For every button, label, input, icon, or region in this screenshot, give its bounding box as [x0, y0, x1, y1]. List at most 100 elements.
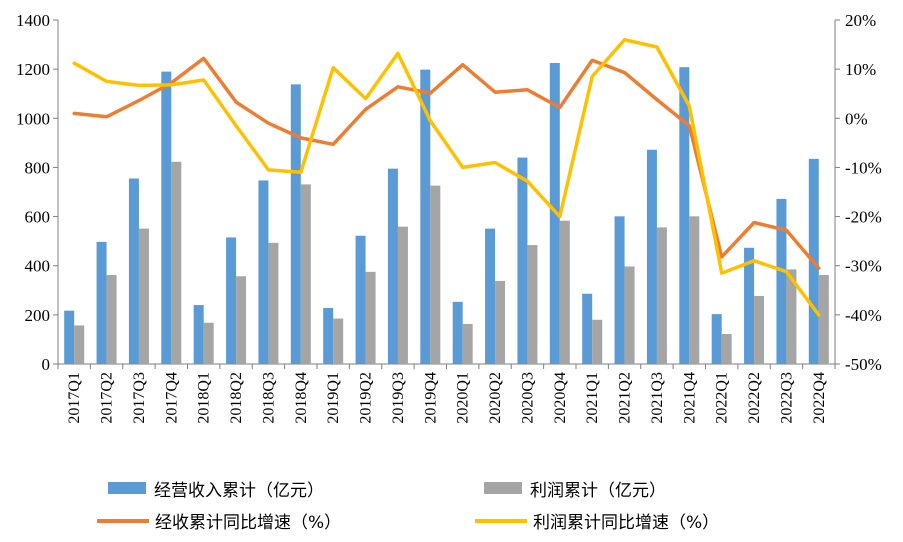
- revenue-bar: [387, 168, 398, 364]
- x-tick-label: 2017Q1: [66, 372, 83, 424]
- profit-bar: [171, 161, 182, 364]
- x-tick-label: 2020Q2: [487, 372, 504, 424]
- revenue-bar: [290, 84, 301, 365]
- y-left-tick-label: 600: [25, 208, 51, 227]
- revenue-bar: [323, 307, 334, 364]
- revenue-bar: [646, 149, 657, 364]
- legend-swatch: [108, 482, 146, 494]
- x-tick-label: 2018Q3: [260, 372, 277, 424]
- profit-bar: [527, 245, 538, 364]
- x-tick-label: 2017Q4: [163, 372, 180, 424]
- revenue-bar: [355, 235, 366, 364]
- profit-bar: [656, 227, 667, 364]
- x-tick-label: 2020Q4: [552, 372, 569, 424]
- profit-bar: [333, 318, 344, 364]
- legend-swatch: [484, 482, 522, 494]
- x-tick-label: 2021Q1: [584, 372, 601, 424]
- profit-growth-line: [72, 37, 821, 317]
- y-left-tick-label: 0: [42, 355, 51, 374]
- profit-bar: [236, 276, 247, 364]
- x-tick-label: 2018Q1: [196, 372, 213, 424]
- y-right-tick-label: 10%: [845, 60, 876, 79]
- y-left-tick-label: 800: [25, 158, 51, 177]
- legend-label: 利润累计同比增速（%）: [533, 513, 719, 533]
- lines: [72, 37, 821, 317]
- revenue-bar: [614, 216, 625, 364]
- profit-bar: [818, 275, 829, 364]
- x-tick-label: 2021Q2: [617, 372, 634, 424]
- x-tick-label: 2019Q2: [358, 372, 375, 424]
- revenue-bar: [744, 247, 755, 364]
- bars: [64, 63, 829, 365]
- x-tick-label: 2020Q3: [519, 372, 536, 424]
- y-left-tick-label: 400: [25, 257, 51, 276]
- revenue-bar: [193, 305, 204, 364]
- y-right-tick-label: 20%: [845, 11, 876, 30]
- y-right-tick-label: -20%: [845, 208, 882, 227]
- legend-label: 利润累计（亿元）: [530, 481, 666, 501]
- y-left-tick-label: 200: [25, 306, 51, 325]
- profit-bar: [138, 228, 149, 364]
- y-left-tick-label: 1000: [16, 109, 50, 128]
- revenue-bar: [128, 178, 139, 364]
- profit-bar: [721, 334, 732, 364]
- x-tick-label: 2019Q4: [422, 372, 439, 424]
- axes: 0 200 400 600 800 1000 1200 1400 -50% -40% -30% -20…: [16, 11, 882, 424]
- revenue-bar: [161, 71, 172, 364]
- x-tick-label: 2022Q2: [746, 372, 763, 424]
- revenue-bar: [420, 69, 431, 365]
- legend-label: 经营收入累计（亿元）: [154, 481, 324, 501]
- revenue-bar: [258, 180, 269, 364]
- revenue-bar: [96, 241, 107, 364]
- revenue-bar: [776, 198, 787, 364]
- revenue-bar: [582, 293, 593, 364]
- x-tick-label: 2020Q1: [455, 372, 472, 424]
- profit-bar: [203, 322, 214, 364]
- y-right-tick-label: -10%: [845, 158, 882, 177]
- y-left-tick-label: 1200: [16, 60, 50, 79]
- profit-bar: [559, 220, 570, 364]
- legend-label: 经收累计同比增速（%）: [155, 513, 341, 533]
- revenue-growth-line: [72, 56, 821, 270]
- legend-revenue-line: 经收累计同比增速（%）: [97, 513, 341, 533]
- profit-bar: [430, 185, 441, 364]
- revenue-bar: [517, 157, 528, 364]
- profit-bar: [689, 216, 700, 364]
- profit-bar: [624, 266, 635, 364]
- profit-bar: [74, 325, 85, 364]
- x-tick-label: 2017Q3: [131, 372, 148, 424]
- y-right-tick-label: 0%: [845, 109, 868, 128]
- y-right-tick-label: -30%: [845, 257, 882, 276]
- x-tick-label: 2017Q2: [99, 372, 116, 424]
- x-tick-label: 2019Q1: [325, 372, 342, 424]
- revenue-bar: [711, 314, 722, 364]
- profit-bar: [300, 184, 311, 364]
- y-right-tick-label: -50%: [845, 355, 882, 374]
- profit-bar: [592, 319, 603, 364]
- profit-bar: [754, 295, 765, 364]
- legend-profit-line: 利润累计同比增速（%）: [475, 513, 719, 533]
- legend-revenue-bar: 经营收入累计（亿元）: [108, 481, 324, 501]
- legend: 经营收入累计（亿元） 利润累计（亿元） 经收累计同比增速（%） 利润累计同比增速（%）: [97, 481, 719, 533]
- revenue-bar: [226, 237, 237, 364]
- profit-bar: [268, 242, 279, 364]
- x-tick-label: 2019Q3: [390, 372, 407, 424]
- legend-profit-bar: 利润累计（亿元）: [484, 481, 666, 501]
- profit-bar: [495, 280, 506, 364]
- x-tick-label: 2021Q4: [681, 372, 698, 424]
- revenue-bar: [64, 310, 75, 364]
- x-tick-label: 2022Q1: [714, 372, 731, 424]
- x-tick-label: 2018Q2: [228, 372, 245, 424]
- x-tick-label: 2021Q3: [649, 372, 666, 424]
- x-tick-label: 2022Q3: [778, 372, 795, 424]
- profit-bar: [397, 226, 408, 364]
- profit-bar: [365, 271, 376, 364]
- profit-bar: [786, 269, 797, 364]
- revenue-bar: [679, 67, 690, 365]
- y-right-tick-label: -40%: [845, 306, 882, 325]
- y-left-tick-label: 1400: [16, 11, 50, 30]
- profit-bar: [106, 275, 117, 364]
- x-tick-label: 2022Q4: [811, 372, 828, 424]
